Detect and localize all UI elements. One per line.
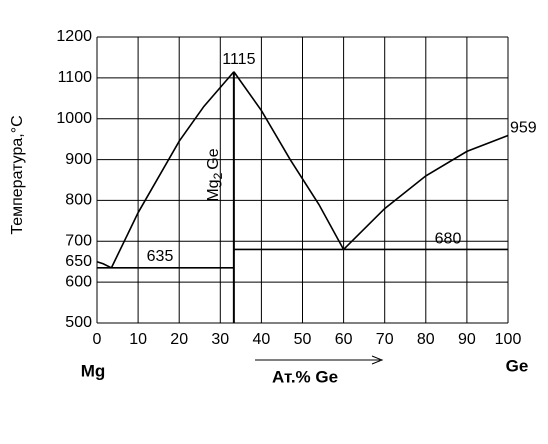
arrow-head xyxy=(371,355,384,365)
x-tick-label: 100 xyxy=(495,331,522,348)
x-tick-label: 30 xyxy=(211,331,229,348)
x-tick-label: 40 xyxy=(253,331,271,348)
x-axis-label: Ат.% Ge xyxy=(272,367,338,386)
left-label: Mg xyxy=(81,361,106,380)
x-tick-label: 20 xyxy=(170,331,188,348)
liquidus-line xyxy=(96,260,112,269)
x-tick-label: 10 xyxy=(129,331,147,348)
y-tick-label: 800 xyxy=(65,192,92,209)
melting-point-label: 959 xyxy=(510,120,537,137)
compound-label: Mg2 Ge xyxy=(205,148,225,201)
x-tick-label: 0 xyxy=(93,331,102,348)
compound-formula: Mg xyxy=(205,179,222,201)
x-tick-label: 70 xyxy=(376,331,394,348)
x-tick-label: 90 xyxy=(458,331,476,348)
y-tick-label: 500 xyxy=(65,314,92,331)
y-tick-label: 600 xyxy=(65,273,92,290)
melting-point-label: 650 xyxy=(65,253,92,270)
eutectic-label: 680 xyxy=(435,231,462,248)
eutectic-label: 635 xyxy=(147,248,174,265)
right-label: Ge xyxy=(506,356,529,375)
x-tick-label: 80 xyxy=(417,331,435,348)
liquidus-line xyxy=(233,71,345,250)
melting-point-label: 1115 xyxy=(222,51,255,68)
compound-subscript: 2 xyxy=(211,172,225,179)
y-tick-label: 1000 xyxy=(56,110,92,127)
x-tick-label: 60 xyxy=(335,331,353,348)
x-tick-label: 50 xyxy=(294,331,312,348)
y-axis-label: Температура,°С xyxy=(9,115,26,234)
compound-suffix: Ge xyxy=(205,148,222,169)
liquidus-line xyxy=(110,71,235,269)
y-tick-label: 700 xyxy=(65,233,92,250)
y-tick-label: 900 xyxy=(65,151,92,168)
liquidus-line xyxy=(343,134,509,251)
y-tick-label: 1100 xyxy=(58,69,93,86)
y-tick-label: 1200 xyxy=(56,28,92,45)
